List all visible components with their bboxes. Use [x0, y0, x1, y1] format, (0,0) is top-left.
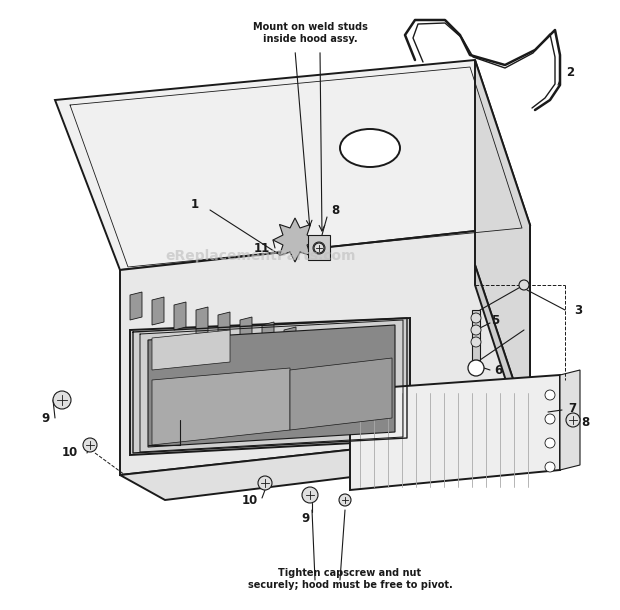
Text: 2: 2: [566, 65, 574, 79]
Text: 11: 11: [254, 242, 270, 254]
Text: Mount on weld studs
inside hood assy.: Mount on weld studs inside hood assy.: [252, 22, 368, 43]
Text: 7: 7: [568, 401, 576, 415]
Polygon shape: [55, 60, 530, 270]
Circle shape: [545, 462, 555, 472]
Text: Tighten capscrew and nut
securely; hood must be free to pivot.: Tighten capscrew and nut securely; hood …: [247, 569, 453, 590]
Text: 10: 10: [62, 447, 78, 459]
Text: 3: 3: [574, 304, 582, 317]
Circle shape: [339, 494, 351, 506]
Polygon shape: [240, 317, 252, 345]
Polygon shape: [560, 370, 580, 470]
Circle shape: [53, 391, 71, 409]
Circle shape: [302, 487, 318, 503]
Polygon shape: [130, 318, 410, 455]
Polygon shape: [475, 60, 530, 430]
Polygon shape: [218, 312, 230, 340]
Polygon shape: [472, 310, 480, 360]
Circle shape: [519, 280, 529, 290]
Polygon shape: [475, 265, 530, 455]
Polygon shape: [152, 368, 290, 445]
Circle shape: [566, 413, 580, 427]
Circle shape: [545, 390, 555, 400]
Circle shape: [83, 438, 97, 452]
Text: 8: 8: [581, 415, 589, 428]
Polygon shape: [273, 218, 317, 262]
Polygon shape: [174, 302, 186, 330]
Polygon shape: [152, 330, 230, 370]
Circle shape: [314, 243, 324, 253]
Circle shape: [545, 438, 555, 448]
Circle shape: [545, 414, 555, 424]
Text: 9: 9: [301, 512, 309, 525]
Circle shape: [313, 242, 325, 254]
Polygon shape: [350, 375, 560, 490]
Polygon shape: [152, 297, 164, 325]
Ellipse shape: [340, 129, 400, 167]
Text: 9: 9: [41, 412, 49, 425]
Polygon shape: [308, 235, 330, 260]
Polygon shape: [148, 325, 395, 447]
Polygon shape: [120, 430, 530, 500]
Polygon shape: [290, 358, 392, 430]
Circle shape: [468, 360, 484, 376]
Circle shape: [471, 313, 481, 323]
Polygon shape: [196, 307, 208, 335]
Polygon shape: [262, 322, 274, 350]
Polygon shape: [130, 292, 142, 320]
Text: eReplacementParts.com: eReplacementParts.com: [165, 249, 356, 263]
Text: 10: 10: [242, 493, 258, 506]
Circle shape: [471, 337, 481, 347]
Circle shape: [471, 325, 481, 335]
Text: 5: 5: [491, 314, 499, 326]
Circle shape: [258, 476, 272, 490]
Text: 6: 6: [494, 364, 502, 376]
Polygon shape: [284, 327, 296, 355]
Polygon shape: [120, 225, 530, 475]
Text: 8: 8: [331, 204, 339, 217]
Text: 1: 1: [191, 198, 199, 212]
